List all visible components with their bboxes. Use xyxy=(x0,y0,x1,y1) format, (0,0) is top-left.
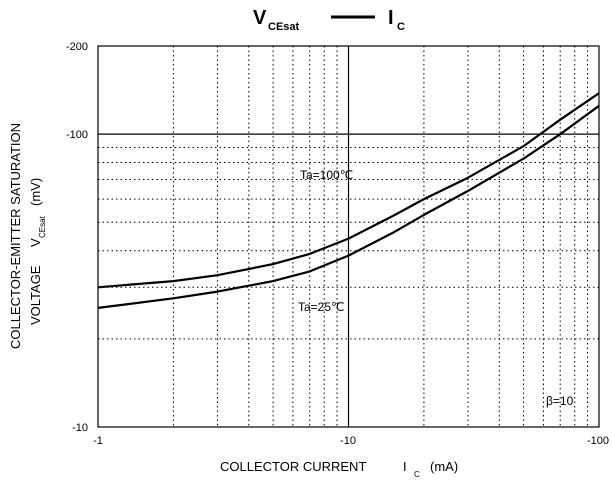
y-axis-title-voltage: VOLTAGE xyxy=(28,265,43,325)
x-axis-symbol: I xyxy=(403,459,407,474)
y-axis-title-line1: COLLECTOR-EMITTER SATURATION xyxy=(8,123,23,349)
y-axis-subscript: CEsat xyxy=(38,215,47,238)
series-group xyxy=(97,92,600,309)
x-tick-labels: -1 -10 -100 xyxy=(93,435,609,447)
beta-label: β=10 xyxy=(546,394,574,408)
title-symbol-right: I xyxy=(388,7,394,29)
series-label-ta100: Ta=100℃ xyxy=(300,168,353,182)
plot-frame xyxy=(97,45,600,428)
x-tick-label: -100 xyxy=(587,435,609,447)
title-subscript-right: C xyxy=(397,21,405,33)
series-label-ta25: Ta=25℃ xyxy=(298,300,345,314)
x-axis-title: COLLECTOR CURRENT xyxy=(220,459,366,474)
y-tick-label: -10 xyxy=(72,422,88,434)
grid xyxy=(98,46,599,427)
x-axis-unit: (mA) xyxy=(430,459,458,474)
x-axis-subscript: C xyxy=(414,470,420,479)
x-axis-label: COLLECTOR CURRENT I C (mA) xyxy=(220,459,458,479)
x-tick-label: -10 xyxy=(340,435,356,447)
y-tick-label: -200 xyxy=(66,41,88,53)
series-line-ta25 xyxy=(97,104,600,309)
title-symbol-left: V xyxy=(253,7,267,29)
y-axis-unit: (mV) xyxy=(28,178,43,206)
title-subscript-left: CEsat xyxy=(268,21,300,33)
chart-title: V CEsat I C xyxy=(253,7,405,33)
y-tick-label: -100 xyxy=(66,129,88,141)
series-line-ta100 xyxy=(97,92,600,289)
y-tick-labels: -200 -100 -10 xyxy=(66,41,88,434)
y-axis-label: COLLECTOR-EMITTER SATURATION VOLTAGE V C… xyxy=(8,123,47,349)
x-tick-label: -1 xyxy=(93,435,103,447)
y-axis-symbol: V xyxy=(28,238,43,247)
